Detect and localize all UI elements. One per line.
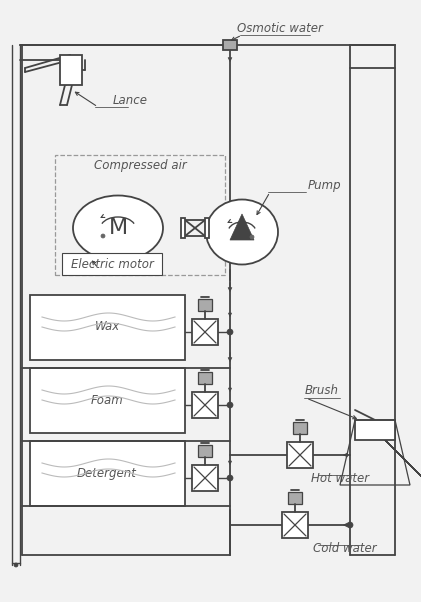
Bar <box>30 441 185 506</box>
Text: Foam: Foam <box>91 394 123 406</box>
Ellipse shape <box>206 199 278 264</box>
Bar <box>198 299 212 311</box>
Circle shape <box>101 234 105 238</box>
Bar <box>287 442 313 468</box>
Text: Detergent: Detergent <box>77 467 137 480</box>
Bar <box>198 445 212 457</box>
Bar <box>198 372 212 384</box>
Bar <box>30 368 185 433</box>
Text: Wax: Wax <box>94 320 120 334</box>
Bar <box>192 319 218 345</box>
Bar <box>282 512 308 538</box>
Text: Electric motor: Electric motor <box>71 258 153 272</box>
Bar <box>60 55 82 85</box>
Bar <box>192 465 218 491</box>
Text: Lance: Lance <box>112 93 147 107</box>
Bar <box>192 392 218 418</box>
Polygon shape <box>230 214 254 240</box>
Text: Brush: Brush <box>305 383 339 397</box>
Bar <box>62 253 162 275</box>
Circle shape <box>227 475 233 481</box>
Circle shape <box>227 402 233 408</box>
Bar <box>30 295 185 360</box>
Bar <box>205 218 209 238</box>
Ellipse shape <box>73 196 163 261</box>
Bar <box>288 492 302 504</box>
Bar <box>55 155 225 275</box>
Text: Hot water: Hot water <box>311 471 369 485</box>
Circle shape <box>227 329 233 335</box>
Text: Compressed air: Compressed air <box>93 158 187 172</box>
Text: M: M <box>109 218 128 238</box>
Bar <box>223 40 237 50</box>
Bar <box>293 422 307 434</box>
Bar <box>181 218 185 238</box>
Bar <box>355 420 395 440</box>
Text: Cold water: Cold water <box>313 542 377 554</box>
Circle shape <box>347 522 353 528</box>
Circle shape <box>250 235 254 239</box>
Text: Osmotic water: Osmotic water <box>237 22 323 34</box>
Text: Pump: Pump <box>308 179 341 191</box>
Circle shape <box>14 563 18 567</box>
